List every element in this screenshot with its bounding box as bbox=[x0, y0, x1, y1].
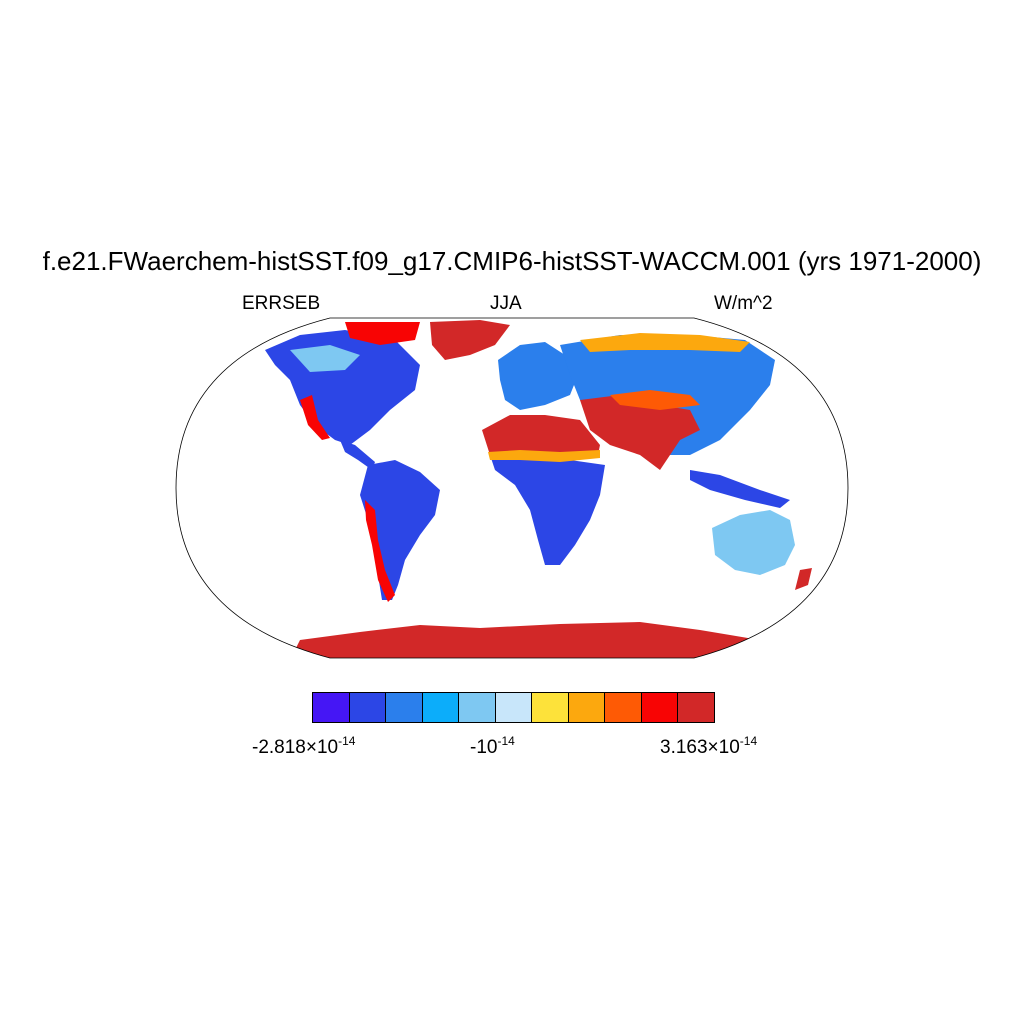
colorbar-box-8 bbox=[605, 693, 642, 722]
siberia-north bbox=[580, 333, 750, 352]
arctic-islands bbox=[345, 322, 420, 345]
colorbar-box-5 bbox=[495, 693, 533, 722]
australia bbox=[712, 510, 795, 575]
units-label: W/m^2 bbox=[714, 293, 773, 314]
colorbar bbox=[312, 692, 715, 723]
africa-south bbox=[490, 455, 605, 565]
africa-north bbox=[482, 415, 600, 458]
map-outline bbox=[175, 317, 849, 659]
north-america-west bbox=[300, 395, 330, 440]
colorbar-box-2 bbox=[386, 693, 423, 722]
europe bbox=[498, 342, 580, 410]
central-asia bbox=[610, 390, 700, 410]
land-fields bbox=[265, 320, 812, 658]
variable-label: ERRSEB bbox=[242, 293, 321, 314]
colorbar-label-min: -2.818×10-14 bbox=[252, 734, 356, 758]
north-america bbox=[265, 330, 420, 445]
colorbar-box-0 bbox=[313, 693, 350, 722]
colorbar-label-max: 3.163×10-14 bbox=[660, 734, 758, 758]
colorbar-box-1 bbox=[349, 693, 387, 722]
colorbar-box-6 bbox=[532, 693, 569, 722]
central-america bbox=[340, 440, 375, 470]
colorbar-box-4 bbox=[459, 693, 496, 722]
asia-arid bbox=[580, 395, 700, 470]
colorbar-box-9 bbox=[641, 693, 679, 722]
new-zealand bbox=[795, 568, 812, 590]
north-america-canada bbox=[290, 345, 360, 372]
colorbar-label-mid: -10-14 bbox=[470, 734, 515, 758]
africa-sahel bbox=[488, 450, 600, 462]
andes bbox=[365, 500, 395, 602]
greenland bbox=[430, 320, 510, 360]
maritime-continent bbox=[690, 470, 790, 508]
plot-title: f.e21.FWaerchem-histSST.f09_g17.CMIP6-hi… bbox=[42, 246, 982, 276]
colorbar-box-10 bbox=[678, 693, 715, 722]
colorbar-box-7 bbox=[568, 693, 606, 722]
season-label: JJA bbox=[490, 293, 522, 314]
colorbar-box-3 bbox=[422, 693, 460, 722]
antarctica bbox=[290, 622, 760, 658]
